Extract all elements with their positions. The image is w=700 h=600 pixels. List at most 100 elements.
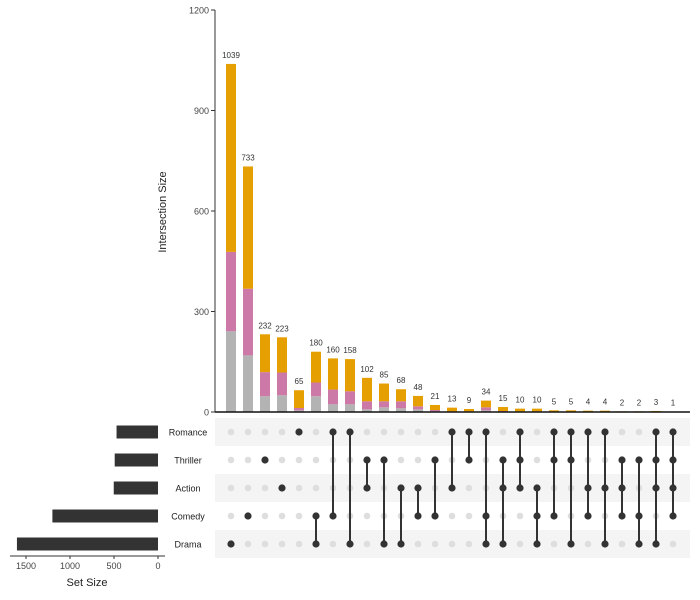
intersection-bar-segment xyxy=(294,407,304,411)
matrix-dot-active xyxy=(363,456,371,464)
intersection-matrix xyxy=(227,428,677,548)
matrix-dot-inactive xyxy=(465,512,473,520)
set-size-bar xyxy=(52,509,158,523)
intersection-bar-label: 3 xyxy=(654,398,659,407)
matrix-dot-inactive xyxy=(244,456,252,464)
matrix-dot-active xyxy=(601,484,609,492)
matrix-dot-active xyxy=(380,540,388,548)
matrix-dot-inactive xyxy=(397,456,405,464)
matrix-dot-active xyxy=(414,512,422,520)
matrix-dot-inactive xyxy=(669,540,677,548)
intersection-bar-segment xyxy=(362,377,372,402)
y-tick-label: 300 xyxy=(194,307,209,317)
intersection-bar-segment xyxy=(498,406,508,411)
y-axis-label: Intersection Size xyxy=(157,171,169,252)
matrix-dot-active xyxy=(567,456,575,464)
matrix-dot-active xyxy=(329,428,337,436)
matrix-dot-inactive xyxy=(227,428,235,436)
matrix-dot-inactive xyxy=(295,540,303,548)
matrix-dot-active xyxy=(635,540,643,548)
intersection-bar-segment xyxy=(481,410,491,412)
matrix-dot-active xyxy=(669,428,677,436)
matrix-dot-inactive xyxy=(278,428,286,436)
set-label: Romance xyxy=(169,428,208,438)
matrix-dot-inactive xyxy=(278,456,286,464)
intersection-bar-segment xyxy=(413,409,423,412)
intersection-bar-segment xyxy=(549,410,559,412)
intersection-bar-segment xyxy=(311,351,321,383)
intersection-bar-segment xyxy=(226,251,236,332)
matrix-dot-active xyxy=(431,456,439,464)
y-tick-label: 0 xyxy=(204,408,209,418)
intersection-bar-segment xyxy=(396,408,406,412)
set-label: Drama xyxy=(174,540,201,550)
matrix-dot-active xyxy=(635,456,643,464)
matrix-dot-inactive xyxy=(244,540,252,548)
matrix-dot-active xyxy=(652,484,660,492)
intersection-bar-segment xyxy=(447,407,457,412)
intersection-bar-segment xyxy=(226,331,236,412)
matrix-dot-active xyxy=(499,484,507,492)
intersection-bar-segment xyxy=(413,406,423,410)
intersection-bar-segment xyxy=(464,408,474,412)
intersection-bar-segment xyxy=(328,404,338,412)
matrix-dot-active xyxy=(618,456,626,464)
intersection-bar-label: 2 xyxy=(637,398,642,407)
set-label: Comedy xyxy=(171,512,205,522)
y-axis: 0 300 600 900 1200 xyxy=(189,6,216,418)
matrix-dot-inactive xyxy=(516,512,524,520)
intersection-bar-segment xyxy=(566,410,576,412)
matrix-dot-active xyxy=(550,428,558,436)
intersection-bar-segment xyxy=(379,407,389,412)
matrix-dot-inactive xyxy=(618,540,626,548)
set-size-bars xyxy=(16,425,158,551)
matrix-dot-active xyxy=(380,456,388,464)
intersection-bar-label: 85 xyxy=(380,371,389,380)
matrix-dot-active xyxy=(669,512,677,520)
matrix-dot-active xyxy=(516,428,524,436)
set-size-bar xyxy=(16,537,158,551)
matrix-dot-inactive xyxy=(261,484,269,492)
intersection-bar-label: 733 xyxy=(241,153,255,162)
matrix-dot-active xyxy=(499,540,507,548)
intersection-bar-segment xyxy=(311,382,321,397)
matrix-dot-active xyxy=(567,428,575,436)
matrix-dot-inactive xyxy=(312,484,320,492)
intersection-bar-label: 180 xyxy=(309,339,323,348)
intersection-bar-segment xyxy=(362,401,372,410)
intersection-bar-segment xyxy=(481,400,491,408)
matrix-dot-active xyxy=(601,428,609,436)
intersection-bar-segment xyxy=(260,396,270,412)
matrix-dot-active xyxy=(533,484,541,492)
matrix-dot-active xyxy=(448,428,456,436)
matrix-dot-active xyxy=(397,540,405,548)
matrix-dot-active xyxy=(312,512,320,520)
matrix-dot-inactive xyxy=(244,428,252,436)
intersection-bar-segment xyxy=(396,389,406,402)
matrix-dot-active xyxy=(244,512,252,520)
intersection-bar-segment xyxy=(379,383,389,402)
matrix-dot-inactive xyxy=(244,484,252,492)
matrix-dot-active xyxy=(584,512,592,520)
intersection-bar-label: 1039 xyxy=(222,51,240,60)
matrix-dot-active xyxy=(516,456,524,464)
matrix-dot-active xyxy=(346,428,354,436)
intersection-bar-label: 5 xyxy=(569,397,574,406)
matrix-dot-active xyxy=(550,456,558,464)
matrix-dot-active xyxy=(533,512,541,520)
matrix-dot-inactive xyxy=(363,540,371,548)
matrix-dot-active xyxy=(346,540,354,548)
matrix-dot-active xyxy=(482,428,490,436)
matrix-dot-active xyxy=(635,512,643,520)
matrix-dot-inactive xyxy=(278,540,286,548)
intersection-bar-label: 10 xyxy=(533,396,542,405)
matrix-dot-active xyxy=(465,428,473,436)
matrix-dot-active xyxy=(482,540,490,548)
matrix-dot-inactive xyxy=(584,540,592,548)
set-labels: Romance Thriller Action Comedy Drama xyxy=(169,428,208,550)
matrix-dot-active xyxy=(295,428,303,436)
intersection-bar-segment xyxy=(413,395,423,407)
intersection-bar-label: 4 xyxy=(586,398,591,407)
matrix-dot-inactive xyxy=(516,540,524,548)
matrix-dot-active xyxy=(329,512,337,520)
